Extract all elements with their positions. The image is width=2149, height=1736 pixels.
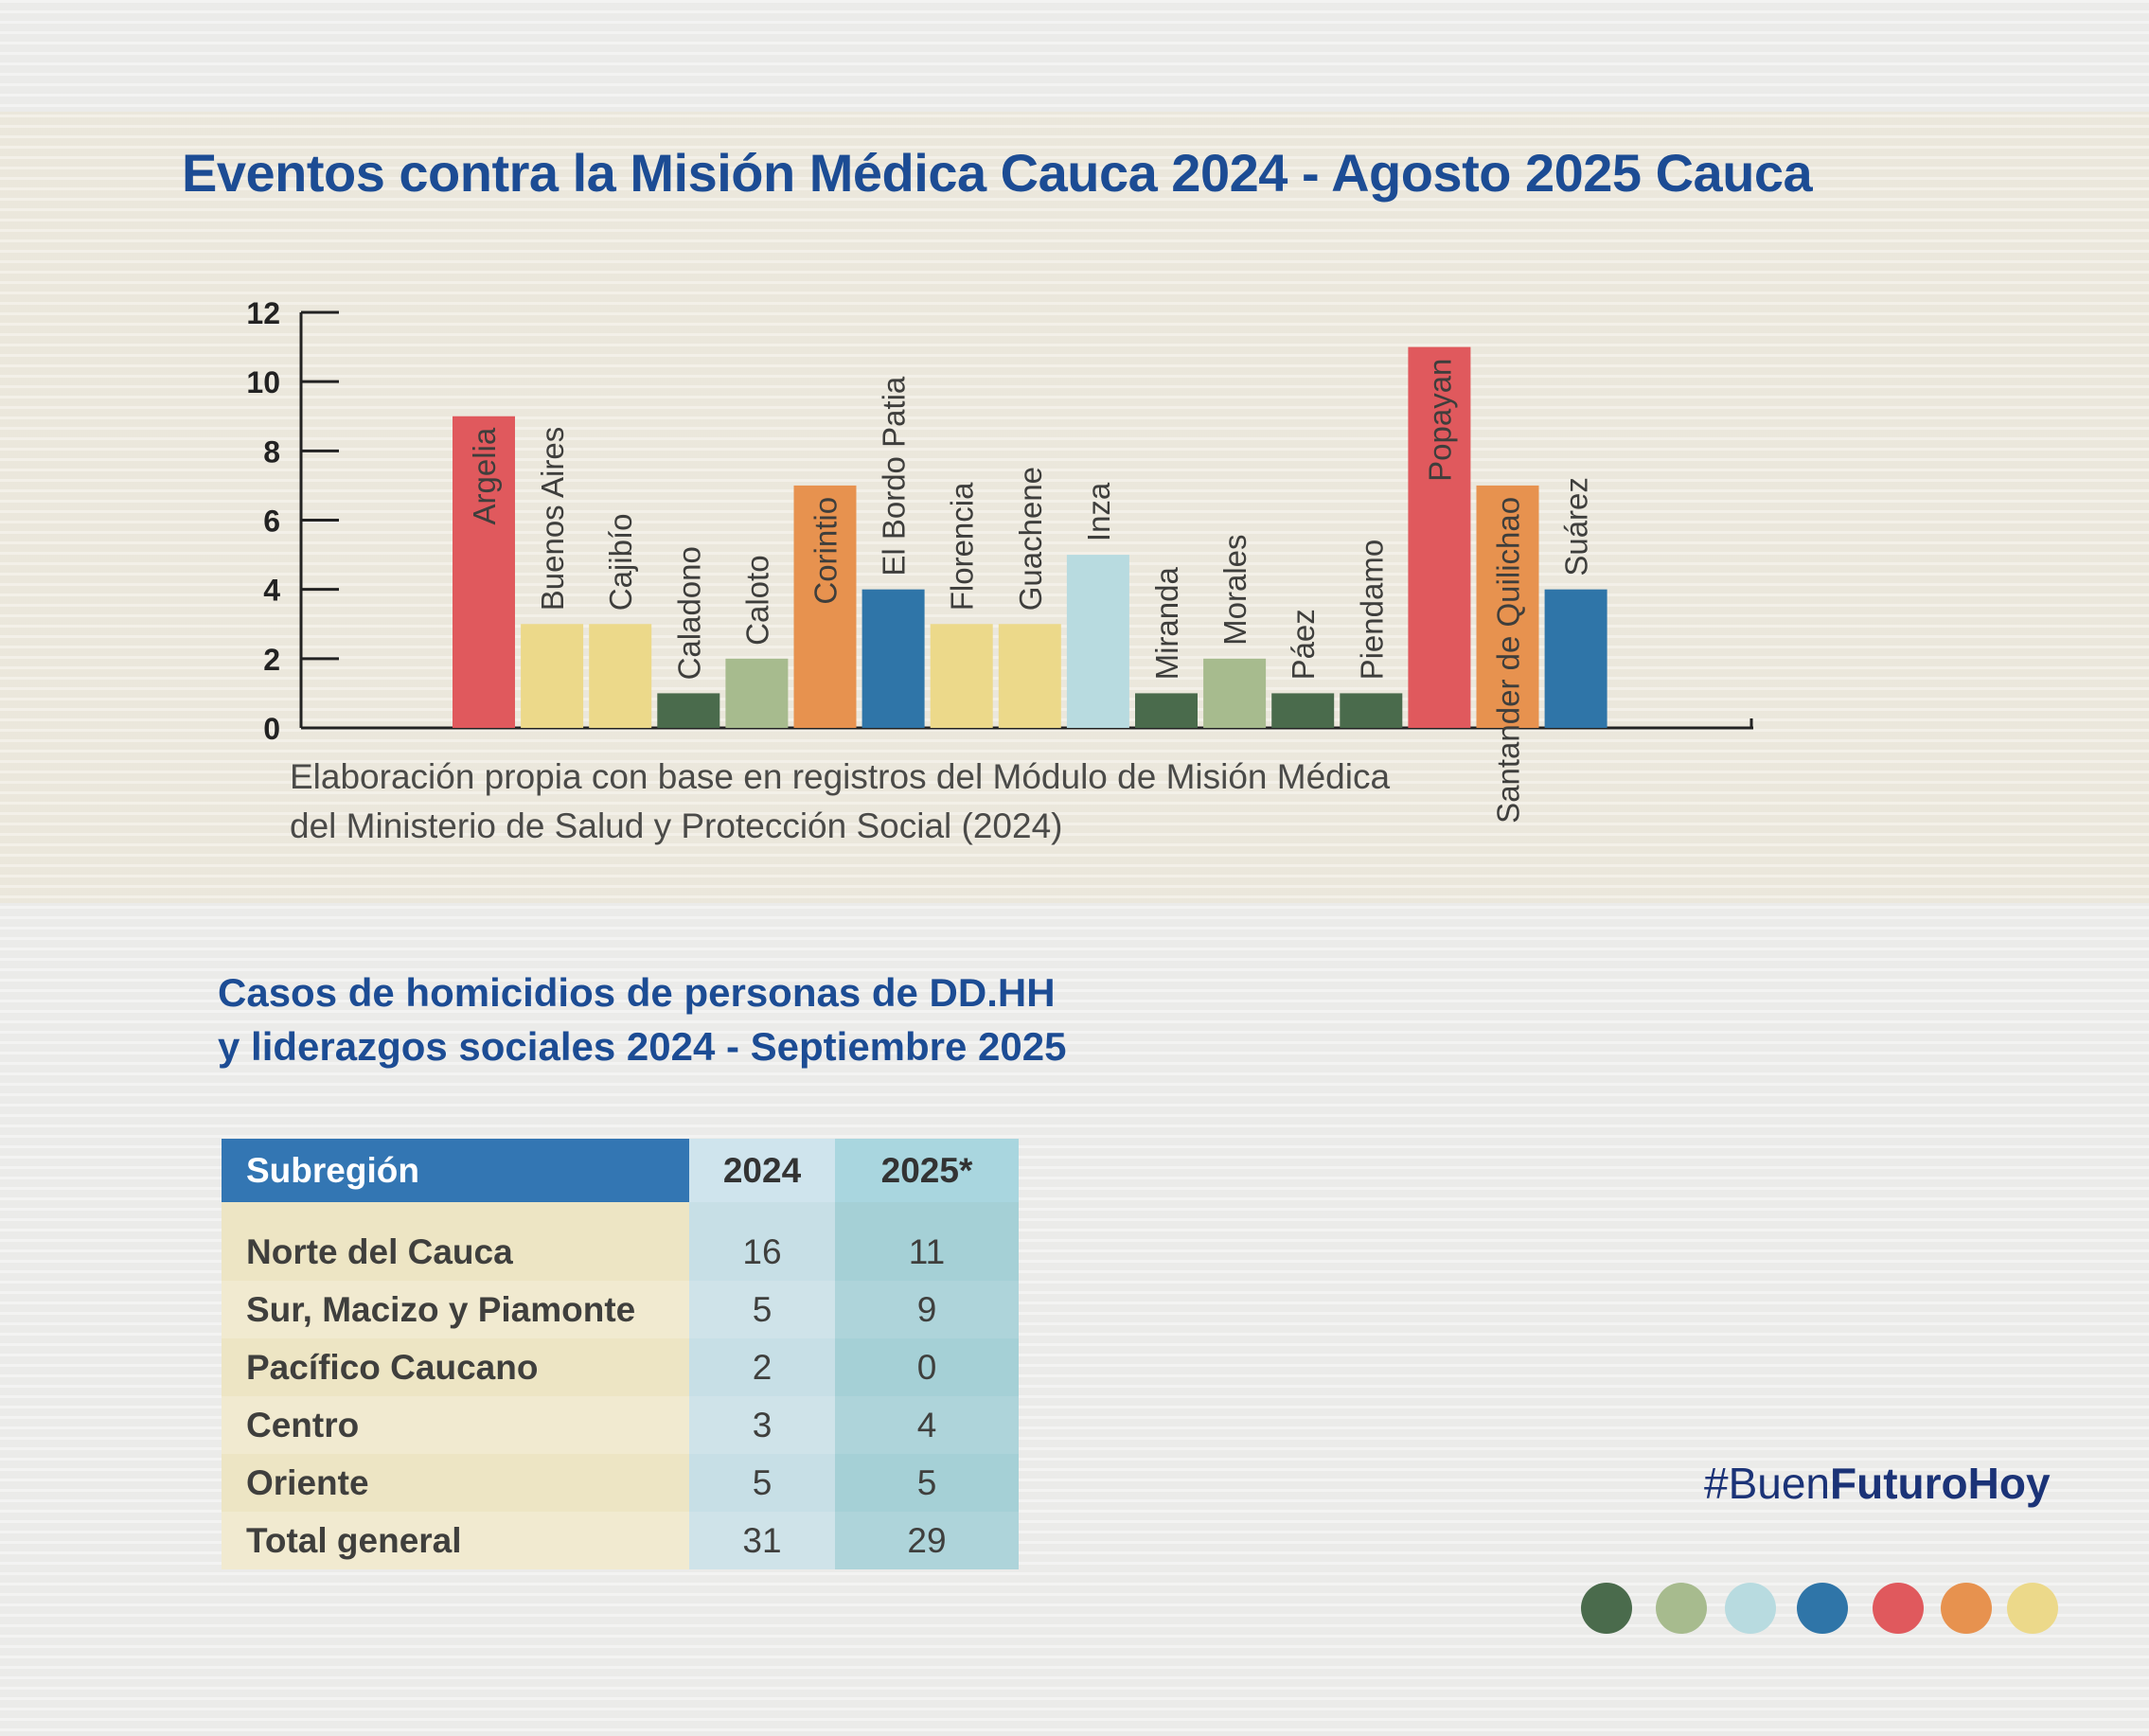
bar [657,693,720,728]
region-cell: Sur, Macizo y Piamonte [222,1281,689,1338]
value-2024-cell: 31 [689,1512,835,1569]
bar-label: Inza [1081,482,1116,541]
hashtag-bold: FuturoHoy [1830,1459,2051,1508]
chart-title: Eventos contra la Misión Médica Cauca 20… [182,143,1813,203]
header-subregion: Subregión [222,1139,689,1202]
palette-dot [1941,1583,1992,1634]
bar-label: Páez [1286,609,1321,680]
caption-line-2: del Ministerio de Salud y Protección Soc… [290,806,1063,845]
value-2024-cell: 16 [689,1223,835,1281]
palette-dot [1797,1583,1848,1634]
hashtag-prefix: #Buen [1704,1459,1831,1508]
bar [793,485,857,728]
value-2024-cell: 2 [689,1338,835,1396]
table-title-line-1: Casos de homicidios de personas de DD.HH [218,970,1056,1015]
table-header-row: Subregión 2024 2025* [222,1139,1019,1202]
value-2025-cell: 11 [835,1223,1019,1281]
palette-dot [1873,1583,1924,1634]
bar [1066,555,1129,728]
bar-labels: Argelia Buenos Aires Cajibío Caladono Caloto… [467,359,1594,824]
bar [1271,693,1335,728]
table-total-row: Total general 31 29 [222,1512,1019,1569]
region-cell: Centro [222,1396,689,1454]
palette-dot [1656,1583,1707,1634]
y-tick-label: 8 [263,434,280,469]
value-2025-cell: 0 [835,1338,1019,1396]
bar [1544,589,1607,728]
y-tick-label: 12 [246,296,280,330]
bar-label: Miranda [1149,567,1184,681]
homicides-table: Subregión 2024 2025* Norte del Cauca 16 … [222,1139,1019,1569]
hashtag: #BuenFuturoHoy [1704,1458,2051,1509]
spacer-cell [222,1202,689,1223]
bar [1203,658,1267,728]
bar-label: Corintio [808,497,844,605]
value-2024-cell: 5 [689,1454,835,1512]
spacer-cell [835,1202,1019,1223]
bar-label: Piendamo [1354,540,1389,681]
bar [725,658,789,728]
table-row: Centro 3 4 [222,1396,1019,1454]
bar [521,624,584,728]
chart-panel-background [0,112,2149,903]
bar [930,624,993,728]
table-spacer [222,1202,1019,1223]
bar-label: Cajibío [603,514,638,611]
value-2025-cell: 5 [835,1454,1019,1512]
y-tick-label: 2 [263,643,280,677]
bar [1135,693,1198,728]
spacer-cell [689,1202,835,1223]
bar [453,416,515,728]
caption-line-1: Elaboración propia con base en registros… [290,757,1391,796]
bar-label: Florencia [945,482,980,611]
palette-dot [1581,1583,1632,1634]
table-title-line-2: y liderazgos sociales 2024 - Septiembre … [218,1024,1067,1069]
bar [861,589,925,728]
bars [453,346,1607,728]
bar [1340,693,1403,728]
table-row: Pacífico Caucano 2 0 [222,1338,1019,1396]
bar-label: Caloto [739,555,774,645]
value-2025-cell: 29 [835,1512,1019,1569]
y-tick-label: 6 [263,505,280,539]
table-title: Casos de homicidios de personas de DD.HH… [218,965,1066,1073]
y-tick-label: 4 [263,574,280,608]
value-2025-cell: 9 [835,1281,1019,1338]
table-row: Sur, Macizo y Piamonte 5 9 [222,1281,1019,1338]
region-cell: Total general [222,1512,689,1569]
region-cell: Norte del Cauca [222,1223,689,1281]
bar-label: El Bordo Patia [877,376,912,576]
palette-dot [1725,1583,1776,1634]
bar-label: Santander de Quilichao [1491,497,1526,824]
bar-chart: 0 2 4 6 8 10 12 Argelia Buenos Aires Cajibío Cala… [246,296,1753,824]
bar [1476,485,1539,728]
bar-label: Caladono [671,546,706,680]
y-tick-label: 10 [246,365,280,399]
bar-label: Argelia [467,427,502,524]
table-row: Norte del Cauca 16 11 [222,1223,1019,1281]
table-row: Oriente 5 5 [222,1454,1019,1512]
region-cell: Oriente [222,1454,689,1512]
bar [1408,346,1471,728]
value-2024-cell: 5 [689,1281,835,1338]
bar-label: Morales [1217,534,1252,645]
bar [998,624,1061,728]
header-2024: 2024 [689,1139,835,1202]
region-cell: Pacífico Caucano [222,1338,689,1396]
palette-dot [2007,1583,2058,1634]
value-2024-cell: 3 [689,1396,835,1454]
bar [589,624,652,728]
bar-label: Popayan [1422,359,1457,482]
y-tick-label: 0 [263,712,280,746]
bar-label: Guachene [1013,467,1048,611]
value-2025-cell: 4 [835,1396,1019,1454]
bar-label: Suárez [1559,477,1594,576]
chart-source-caption: Elaboración propia con base en registros… [290,753,1615,851]
bar-label: Buenos Aires [535,427,570,611]
header-2025: 2025* [835,1139,1019,1202]
